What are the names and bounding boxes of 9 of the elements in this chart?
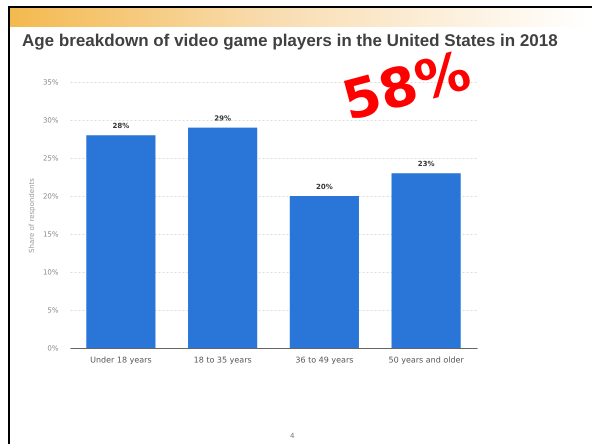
chart-title: Age breakdown of video game players in the United States in 2018 xyxy=(22,31,558,51)
x-tick-label: 18 to 35 years xyxy=(194,356,252,364)
x-tick-label: 36 to 49 years xyxy=(295,356,354,364)
bar xyxy=(86,135,156,348)
x-tick-label: 50 years and older xyxy=(388,356,464,364)
bar xyxy=(392,173,461,348)
bar xyxy=(290,196,359,348)
bar xyxy=(188,128,258,348)
x-tick-label: Under 18 years xyxy=(90,356,152,364)
